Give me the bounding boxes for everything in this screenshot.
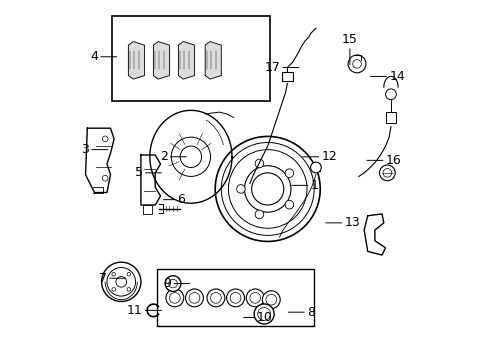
Polygon shape bbox=[178, 41, 194, 79]
Circle shape bbox=[102, 262, 141, 301]
Circle shape bbox=[169, 293, 180, 303]
Circle shape bbox=[215, 136, 320, 242]
Text: 6: 6 bbox=[176, 193, 184, 206]
Text: 9: 9 bbox=[163, 277, 171, 290]
Circle shape bbox=[254, 304, 274, 324]
Circle shape bbox=[221, 143, 313, 235]
Circle shape bbox=[255, 159, 263, 168]
Text: 10: 10 bbox=[257, 311, 272, 324]
Circle shape bbox=[347, 55, 365, 73]
Circle shape bbox=[102, 136, 108, 142]
Circle shape bbox=[165, 289, 183, 307]
Circle shape bbox=[257, 307, 270, 320]
Text: 7: 7 bbox=[99, 272, 107, 285]
Text: 4: 4 bbox=[90, 50, 98, 63]
Polygon shape bbox=[153, 41, 169, 79]
Circle shape bbox=[116, 276, 126, 287]
Circle shape bbox=[226, 289, 244, 307]
Circle shape bbox=[168, 279, 177, 288]
Circle shape bbox=[206, 289, 224, 307]
Circle shape bbox=[385, 89, 395, 100]
Text: 15: 15 bbox=[341, 33, 357, 46]
Circle shape bbox=[262, 291, 280, 309]
Circle shape bbox=[285, 169, 293, 177]
Circle shape bbox=[127, 273, 130, 276]
Circle shape bbox=[255, 210, 263, 219]
Text: 3: 3 bbox=[81, 143, 89, 156]
Circle shape bbox=[230, 293, 241, 303]
Polygon shape bbox=[205, 41, 221, 79]
Circle shape bbox=[127, 288, 130, 291]
Text: 11: 11 bbox=[127, 304, 142, 317]
Circle shape bbox=[112, 288, 115, 291]
Circle shape bbox=[236, 185, 244, 193]
Polygon shape bbox=[128, 41, 144, 79]
Circle shape bbox=[228, 150, 306, 228]
Text: 12: 12 bbox=[321, 150, 336, 163]
Circle shape bbox=[112, 273, 115, 276]
Circle shape bbox=[251, 173, 283, 205]
Circle shape bbox=[189, 293, 200, 303]
Circle shape bbox=[102, 175, 108, 181]
Text: 8: 8 bbox=[306, 306, 314, 319]
Circle shape bbox=[382, 168, 391, 177]
Circle shape bbox=[379, 165, 394, 181]
Text: 2: 2 bbox=[160, 150, 167, 163]
Circle shape bbox=[310, 162, 321, 173]
Circle shape bbox=[180, 146, 201, 167]
Circle shape bbox=[244, 166, 290, 212]
Bar bbox=[157, 269, 313, 327]
Circle shape bbox=[265, 294, 276, 305]
Text: 14: 14 bbox=[388, 70, 404, 83]
Text: 5: 5 bbox=[134, 166, 142, 179]
Circle shape bbox=[185, 289, 203, 307]
Text: 13: 13 bbox=[344, 216, 360, 229]
Text: 17: 17 bbox=[264, 61, 280, 74]
Circle shape bbox=[210, 293, 221, 303]
Circle shape bbox=[246, 289, 264, 307]
Circle shape bbox=[285, 201, 293, 209]
Circle shape bbox=[165, 276, 181, 292]
Bar bbox=[112, 16, 269, 102]
Circle shape bbox=[171, 137, 210, 176]
Text: 1: 1 bbox=[310, 179, 318, 192]
Circle shape bbox=[107, 267, 135, 296]
Text: 16: 16 bbox=[385, 154, 401, 167]
Circle shape bbox=[352, 60, 361, 68]
Circle shape bbox=[249, 293, 260, 303]
